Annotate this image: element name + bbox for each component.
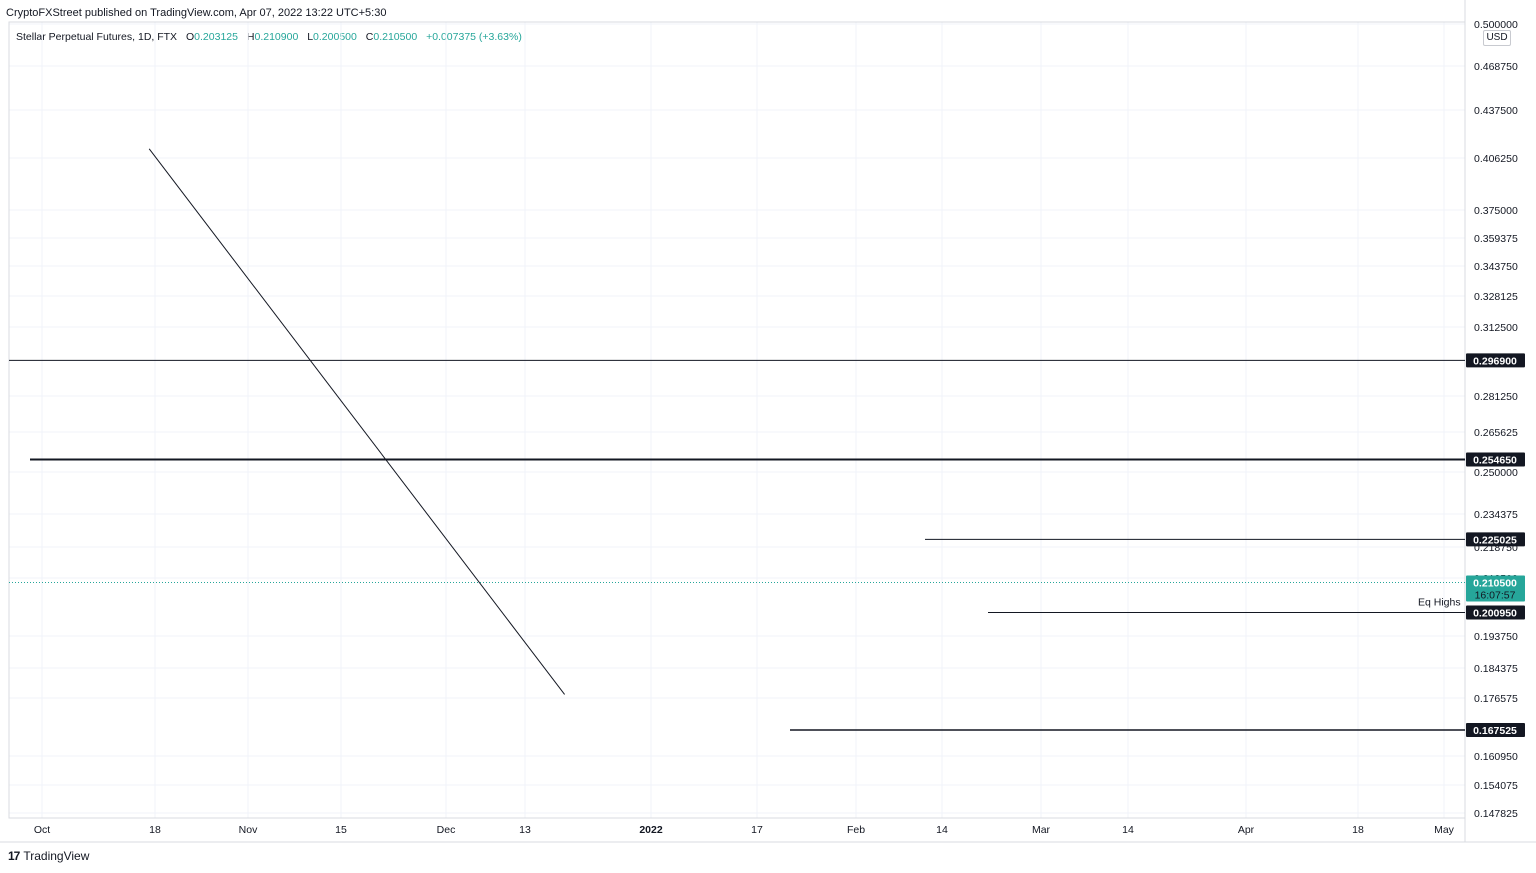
y-tick-label: 0.147825 [1474,808,1518,820]
y-tick-label: 0.154075 [1474,780,1518,792]
y-tick-label: 0.406250 [1474,153,1518,165]
x-tick-label: Apr [1238,824,1255,836]
y-tick-label: 0.343750 [1474,261,1518,273]
chart-frame [0,0,1536,843]
price-axis: 0.500000 0.468750 0.437500 0.406250 0.375000… [1474,19,1518,820]
y-tick-label: 0.500000 [1474,19,1518,31]
x-tick-label: 14 [936,824,948,836]
high-value: 0.210900 [254,31,299,43]
y-tick-label: 0.312500 [1474,322,1518,334]
currency-selector[interactable]: USD [1483,30,1511,46]
level-price-tag [1466,723,1525,738]
y-tick-label: 0.234375 [1474,509,1518,521]
y-tick-label: 0.250000 [1474,467,1518,479]
low-label: L [307,31,314,43]
plot-border [8,21,1466,819]
countdown-label: 16:07:57 [1475,590,1516,602]
x-tick-label: Nov [239,824,258,836]
level-price-tag [1466,353,1525,368]
y-tick-label: 0.359375 [1474,233,1518,245]
x-tick-label: 14 [1122,824,1134,836]
close-label: C [365,31,374,43]
high-label: H [246,31,255,43]
y-tick-label: 0.184375 [1474,663,1518,675]
x-tick-label: Dec [437,824,456,836]
x-tick-label: May [1434,824,1455,836]
trendline-group [148,148,565,695]
level-price-tag [1466,605,1525,620]
level-price-label: 0.296900 [1473,355,1517,367]
y-tick-label: 0.468750 [1474,61,1518,73]
y-tick-label: 0.176575 [1474,693,1518,705]
y-tick-label: 0.265625 [1474,427,1518,439]
tradingview-logo-icon: 17 [8,849,20,863]
trendline [148,148,565,695]
x-tick-label: 15 [335,824,347,836]
y-tick-label: 0.437500 [1474,105,1518,117]
low-value: 0.200500 [313,31,357,43]
x-tick-label: Oct [34,824,50,836]
y-tick-label: 0.193750 [1474,631,1518,643]
open-label: O [186,31,195,43]
grid-lines [9,22,1465,818]
x-tick-label: 18 [1352,824,1364,836]
x-tick-label: 13 [519,824,531,836]
brand-name: TradingView [23,849,90,863]
y-tick-label: 0.281250 [1474,391,1518,403]
x-tick-label: 17 [751,824,763,836]
level-price-label: 0.254650 [1473,455,1517,467]
price-tags: 0.296900 0.254650 0.225025 0.200950 0.167525… [1418,353,1525,738]
publisher-text: CryptoFXStreet published on TradingView.… [6,7,387,19]
time-axis: Oct 18 Nov 15 Dec 13 2022 17 Feb 14 Mar 14 Apr 18 May [34,824,1455,836]
level-price-label: 0.225025 [1473,534,1517,546]
symbol-legend: Stellar Perpetual Futures, 1D, FTX O0.20… [16,31,522,43]
level-price-tag [1466,452,1525,467]
close-value: 0.210500 [373,31,418,43]
footer-brand: 17 TradingView [8,849,89,863]
x-tick-label: 18 [149,824,161,836]
open-value: 0.203125 [194,31,238,43]
symbol-name: Stellar Perpetual Futures, 1D, FTX [16,31,178,43]
horizontal-levels [9,359,1465,731]
change-value: +0.007375 (+3.63%) [426,31,522,43]
x-tick-label: Feb [847,824,865,836]
level-price-label: 0.167525 [1473,725,1517,737]
level-price-label: 0.200950 [1473,608,1517,620]
level-price-tag [1466,532,1525,547]
eq-highs-annotation: Eq Highs [1418,597,1461,609]
y-tick-label: 0.160950 [1474,751,1518,763]
x-tick-label: 2022 [639,824,663,836]
current-price-label: 0.210500 [1473,578,1517,590]
y-tick-label: 0.328125 [1474,291,1518,303]
y-tick-label: 0.375000 [1474,205,1518,217]
current-price-tag [1466,575,1525,602]
x-tick-label: Mar [1032,824,1051,836]
